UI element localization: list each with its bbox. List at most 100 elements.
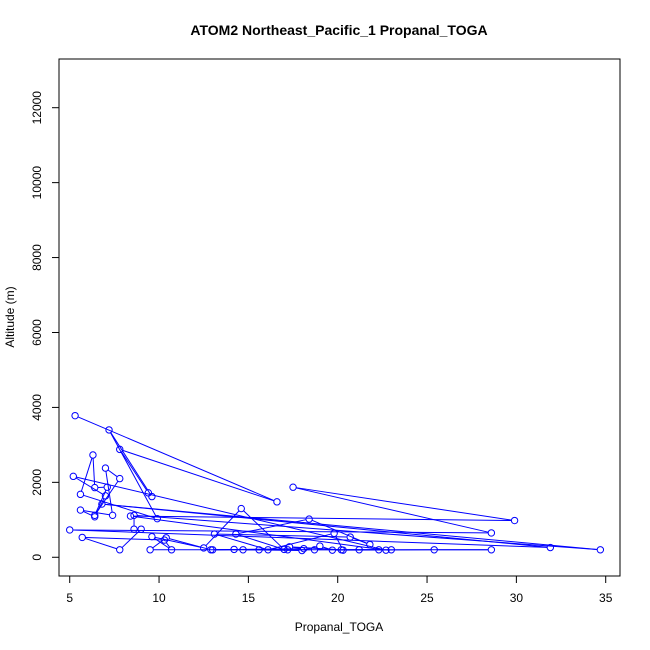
data-point — [71, 411, 79, 420]
series-line-segment — [85, 537, 117, 550]
series-line-segment — [154, 536, 201, 548]
y-tick-label: 10000 — [30, 166, 44, 200]
data-point — [167, 546, 176, 554]
data-point — [305, 515, 313, 523]
data-point — [430, 546, 438, 554]
series-line-segment — [335, 535, 343, 548]
series-layer — [66, 411, 605, 555]
data-point — [237, 504, 245, 513]
x-tick-label: 15 — [242, 591, 256, 605]
data-point — [101, 492, 110, 500]
series-line-segment — [85, 537, 162, 541]
series-line-segment — [137, 515, 598, 551]
data-point — [337, 546, 345, 554]
data-point — [273, 498, 281, 506]
x-axis: 5 10 15 20 25 30 35 — [66, 575, 613, 605]
series-line-segment — [72, 529, 548, 548]
data-point — [330, 529, 338, 537]
data-point — [300, 544, 308, 553]
data-point — [108, 511, 117, 520]
data-point — [200, 544, 208, 552]
data-point — [148, 532, 156, 541]
series-line-segment — [110, 432, 157, 517]
y-tick-label: 0 — [30, 554, 44, 561]
data-point — [487, 529, 496, 537]
series-line-segment — [72, 529, 489, 534]
data-point — [66, 526, 74, 534]
x-tick-label: 20 — [331, 591, 345, 605]
y-tick-label: 4000 — [30, 394, 44, 421]
y-axis-label: Altitude (m) — [3, 286, 17, 347]
data-point — [116, 474, 124, 483]
data-point — [116, 546, 124, 554]
data-point — [105, 426, 113, 434]
series-line-segment — [80, 457, 93, 492]
x-tick-label: 5 — [66, 591, 73, 605]
data-point — [101, 464, 110, 472]
data-point — [126, 512, 135, 520]
data-point — [355, 546, 363, 554]
series-line-segment — [92, 458, 96, 485]
data-point — [91, 511, 99, 520]
data-point — [316, 542, 324, 550]
data-point — [103, 483, 111, 491]
data-point — [160, 536, 169, 544]
data-point — [148, 492, 156, 501]
series-line-segment — [238, 534, 282, 549]
series-line-segment — [121, 531, 140, 548]
series-line-segment — [238, 519, 307, 534]
data-point — [546, 543, 555, 552]
series-line-segment — [105, 503, 598, 550]
data-point — [382, 546, 390, 554]
series-line-segment — [122, 449, 275, 502]
series-line-segment — [75, 477, 103, 495]
data-point — [130, 525, 138, 533]
series-line-segment — [83, 510, 93, 516]
data-point — [116, 445, 124, 454]
data-point — [208, 546, 217, 554]
data-point — [230, 545, 238, 554]
series-line-segment — [296, 487, 489, 533]
data-point — [510, 516, 519, 525]
x-tick-label: 35 — [599, 591, 613, 605]
data-point — [366, 540, 374, 549]
series-line-segment — [169, 538, 208, 550]
data-point — [375, 546, 383, 554]
data-point — [91, 513, 99, 521]
data-point — [264, 546, 272, 554]
data-point — [298, 546, 306, 555]
data-point — [76, 506, 85, 514]
series-line-segment — [133, 515, 383, 551]
x-tick-label: 30 — [510, 591, 524, 605]
data-point — [346, 533, 354, 541]
y-tick-label: 6000 — [30, 319, 44, 346]
series-line-segment — [83, 494, 155, 519]
data-point — [596, 546, 605, 554]
data-point — [210, 530, 219, 538]
data-point — [162, 534, 170, 542]
data-point — [91, 483, 99, 492]
data-point — [310, 546, 319, 554]
data-point — [89, 451, 97, 459]
data-point — [285, 543, 294, 551]
data-point — [387, 546, 396, 554]
data-point — [239, 546, 247, 554]
data-point — [289, 483, 297, 491]
chart-title: ATOM2 Northeast_Pacific_1 Propanal_TOGA — [190, 22, 487, 38]
series-line-segment — [133, 515, 512, 522]
series-line-segment — [110, 432, 151, 495]
plot-frame — [58, 58, 621, 577]
series-line-segment — [154, 538, 170, 549]
y-tick-label: 2000 — [30, 469, 44, 496]
data-point — [130, 511, 138, 520]
series-line-segment — [205, 510, 240, 546]
data-point — [137, 525, 145, 533]
data-point — [69, 472, 77, 481]
y-axis: 0 2000 4000 6000 8000 10000 12000 — [30, 91, 60, 561]
x-tick-label: 25 — [420, 591, 434, 605]
data-point — [487, 546, 496, 554]
x-axis-label: Propanal_TOGA — [295, 620, 384, 634]
series-line-segment — [271, 533, 332, 550]
